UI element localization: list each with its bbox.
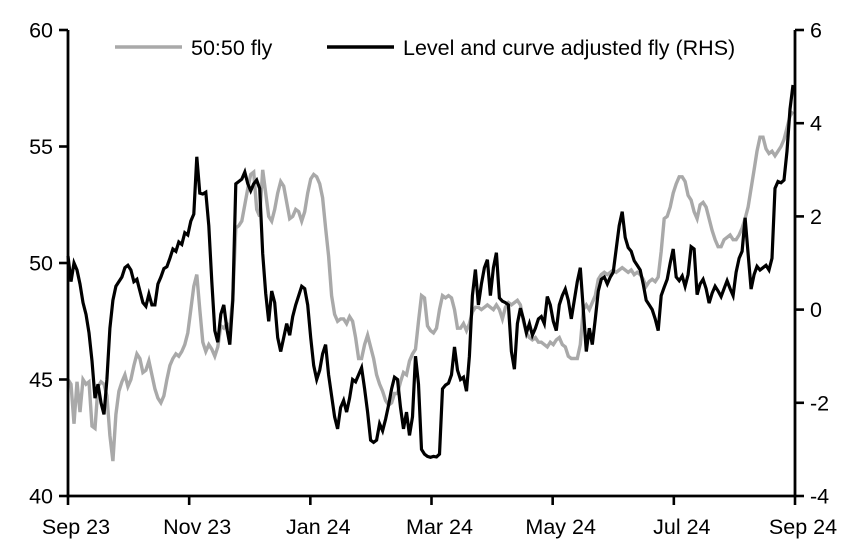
legend-label: Level and curve adjusted fly (RHS) <box>403 36 735 60</box>
y-axis-right-tick-label: -4 <box>810 485 829 509</box>
x-axis-tick-label: Sep 24 <box>769 515 837 539</box>
x-axis-tick-label: Mar 24 <box>406 515 473 539</box>
x-axis-tick-label: May 24 <box>525 515 596 539</box>
y-axis-right-tick-label: 6 <box>810 19 822 43</box>
x-axis-tick-label: Sep 23 <box>42 515 110 539</box>
legend-label: 50:50 fly <box>191 36 273 60</box>
series-line-level-and-curve-adjusted-fly-rhs- <box>66 84 795 459</box>
y-axis-left-tick-label: 50 <box>29 252 53 276</box>
y-axis-left-tick-label: 40 <box>29 485 53 509</box>
y-axis-right-tick-label: 2 <box>810 205 822 229</box>
y-axis-left-tick-label: 45 <box>29 368 53 392</box>
y-axis-right-tick-label: 0 <box>810 298 822 322</box>
y-axis-left-tick-label: 60 <box>29 19 53 43</box>
x-axis-tick-label: Nov 23 <box>163 515 231 539</box>
x-axis-tick-label: Jul 24 <box>653 515 710 539</box>
y-axis-right-tick-label: -2 <box>810 391 829 415</box>
y-axis-right-tick-label: 4 <box>810 112 822 136</box>
y-axis-left-tick-label: 55 <box>29 135 53 159</box>
x-axis-tick-label: Jan 24 <box>286 515 351 539</box>
series-line-50-50-fly <box>66 110 795 462</box>
